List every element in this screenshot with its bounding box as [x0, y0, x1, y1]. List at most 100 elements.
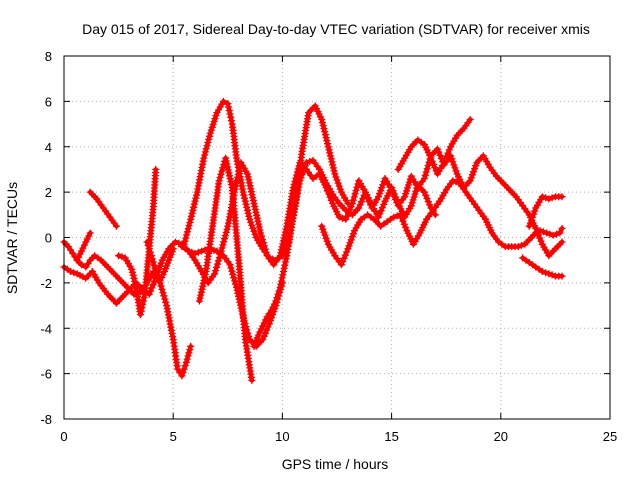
data-point	[70, 251, 75, 256]
data-point	[188, 344, 193, 349]
data-point	[291, 185, 296, 190]
y-tick-label: 0	[45, 231, 52, 246]
y-axis-label: SDTVAR / TECUs	[4, 182, 20, 294]
data-point	[424, 217, 429, 222]
data-point	[326, 242, 331, 247]
data-point	[428, 156, 433, 161]
data-point	[171, 246, 176, 251]
data-point	[273, 299, 278, 303]
data-point	[193, 258, 197, 263]
data-point	[88, 258, 93, 263]
y-tick-label: -4	[40, 321, 52, 336]
data-point	[223, 156, 228, 161]
series-pass-6	[143, 238, 177, 285]
data-point	[247, 217, 252, 222]
data-point	[151, 201, 156, 206]
data-point	[179, 373, 184, 378]
data-point	[236, 258, 241, 263]
data-point	[234, 285, 239, 290]
data-point	[409, 203, 414, 208]
data-point	[496, 240, 501, 244]
data-point	[540, 194, 545, 199]
data-point	[435, 172, 440, 176]
data-point	[533, 265, 538, 269]
data-point	[114, 301, 119, 306]
data-point	[188, 217, 193, 222]
data-point	[225, 224, 230, 229]
data-point	[389, 185, 394, 190]
data-point	[345, 201, 350, 206]
data-point	[330, 201, 335, 206]
data-point	[166, 246, 171, 251]
x-axis-label: GPS time / hours	[282, 456, 389, 472]
data-point	[197, 299, 202, 303]
data-point	[160, 258, 165, 263]
data-point	[356, 178, 361, 183]
data-point	[214, 110, 219, 115]
data-point	[142, 292, 147, 297]
data-point	[243, 337, 248, 342]
x-tick-label: 10	[275, 429, 289, 444]
data-point	[99, 258, 104, 263]
data-point	[461, 126, 466, 131]
data-point	[402, 156, 407, 161]
data-point	[147, 292, 152, 297]
plus-markers	[394, 116, 474, 178]
data-point	[297, 160, 302, 165]
data-point	[317, 167, 322, 172]
data-point	[527, 260, 532, 265]
y-tick-label: -2	[40, 276, 52, 291]
data-point	[538, 228, 543, 233]
data-point	[415, 137, 420, 142]
data-point	[546, 253, 551, 258]
data-point	[553, 274, 558, 279]
data-point	[339, 262, 344, 267]
data-point	[516, 244, 521, 249]
data-point	[487, 165, 492, 170]
data-point	[509, 244, 514, 249]
data-point	[546, 196, 551, 201]
data-point	[455, 172, 460, 176]
data-point	[66, 244, 71, 249]
data-point	[319, 224, 324, 229]
data-point	[450, 178, 455, 183]
data-point	[145, 240, 149, 244]
data-point	[171, 337, 176, 342]
data-point	[83, 240, 88, 244]
data-point	[503, 244, 508, 249]
series-pass-5	[115, 165, 160, 319]
data-point	[337, 215, 342, 220]
series-line	[74, 230, 93, 263]
data-point	[383, 199, 387, 204]
data-point	[522, 242, 527, 247]
data-point	[217, 178, 222, 183]
data-point	[533, 206, 538, 210]
data-point	[219, 249, 224, 254]
data-point	[129, 267, 134, 272]
data-point	[437, 199, 442, 204]
data-point	[391, 215, 396, 220]
data-point	[225, 101, 230, 106]
data-point	[105, 265, 110, 269]
data-point	[431, 208, 436, 213]
data-point	[483, 217, 488, 222]
data-point	[212, 271, 217, 276]
data-point	[186, 249, 191, 254]
data-point	[324, 181, 329, 185]
data-point	[138, 312, 143, 317]
data-point	[201, 156, 206, 161]
y-tick-label: -6	[40, 367, 52, 382]
data-point	[474, 160, 479, 165]
data-point	[546, 271, 551, 276]
data-point	[195, 190, 200, 195]
data-point	[422, 176, 427, 181]
data-point	[490, 231, 495, 235]
data-point	[204, 269, 208, 274]
data-point	[68, 269, 73, 274]
data-point	[529, 235, 534, 240]
data-point	[228, 262, 232, 267]
data-point	[269, 308, 274, 313]
data-point	[107, 215, 112, 220]
data-point	[153, 167, 158, 172]
data-point	[507, 187, 512, 192]
